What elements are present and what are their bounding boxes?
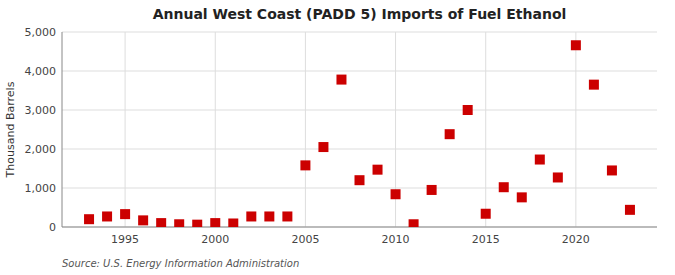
point bbox=[210, 218, 220, 227]
x-axis-line bbox=[62, 227, 657, 228]
point bbox=[228, 218, 238, 227]
point bbox=[517, 192, 527, 202]
y-tick-label: 0 bbox=[49, 221, 56, 234]
point bbox=[318, 142, 328, 152]
y-tick-label: 1,000 bbox=[25, 182, 57, 195]
point bbox=[264, 211, 274, 221]
point bbox=[246, 211, 256, 221]
point bbox=[553, 172, 563, 182]
x-tick-label: 2020 bbox=[562, 233, 590, 246]
grid bbox=[62, 32, 657, 227]
y-axis-line bbox=[62, 32, 63, 227]
point bbox=[571, 40, 581, 50]
x-grid-line bbox=[575, 32, 576, 227]
x-tick-label: 2015 bbox=[472, 233, 500, 246]
point bbox=[499, 182, 509, 192]
point bbox=[300, 160, 310, 170]
source: Source: U.S. Energy Information Administ… bbox=[62, 258, 299, 269]
point bbox=[409, 219, 419, 227]
y-grid-line bbox=[62, 149, 657, 150]
point bbox=[192, 220, 202, 227]
point bbox=[102, 211, 112, 221]
x-grid-line bbox=[485, 32, 486, 227]
tick-labels: 0 1,000 2,000 3,000 4,000 5,000 1995 2000 2005 20… bbox=[25, 26, 590, 246]
y-tick-label: 2,000 bbox=[25, 143, 57, 156]
y-grid-line bbox=[62, 227, 657, 228]
point bbox=[138, 215, 148, 225]
point bbox=[481, 209, 491, 219]
x-tick-label: 2010 bbox=[382, 233, 410, 246]
point bbox=[589, 80, 599, 90]
x-tick-label: 2005 bbox=[291, 233, 319, 246]
y-grid-line bbox=[62, 110, 657, 111]
y-grid-line bbox=[62, 71, 657, 72]
y-axis-label: Thousand Barrels bbox=[4, 81, 17, 178]
y-tick-label: 4,000 bbox=[25, 65, 57, 78]
point bbox=[373, 165, 383, 175]
chart: Annual West Coast (PADD 5) Imports of Fu… bbox=[0, 0, 675, 275]
x-grid-line bbox=[305, 32, 306, 227]
y-grid-line bbox=[62, 188, 657, 189]
point bbox=[156, 218, 166, 227]
point bbox=[336, 75, 346, 85]
point bbox=[355, 175, 365, 185]
point bbox=[463, 105, 473, 115]
point bbox=[174, 219, 184, 227]
x-grid-line bbox=[215, 32, 216, 227]
point bbox=[391, 189, 401, 199]
y-grid-line bbox=[62, 32, 657, 33]
point bbox=[625, 205, 635, 215]
point bbox=[84, 214, 94, 224]
x-tick-label: 1995 bbox=[111, 233, 139, 246]
point bbox=[282, 211, 292, 221]
y-tick-label: 3,000 bbox=[25, 104, 57, 117]
title: Annual West Coast (PADD 5) Imports of Fu… bbox=[153, 6, 567, 22]
y-tick-label: 5,000 bbox=[25, 26, 57, 39]
x-grid-line bbox=[125, 32, 126, 227]
x-tick-label: 2000 bbox=[201, 233, 229, 246]
point bbox=[535, 155, 545, 165]
point bbox=[607, 165, 617, 175]
point bbox=[445, 129, 455, 139]
point bbox=[427, 185, 437, 195]
point bbox=[120, 209, 130, 219]
points bbox=[84, 40, 635, 227]
